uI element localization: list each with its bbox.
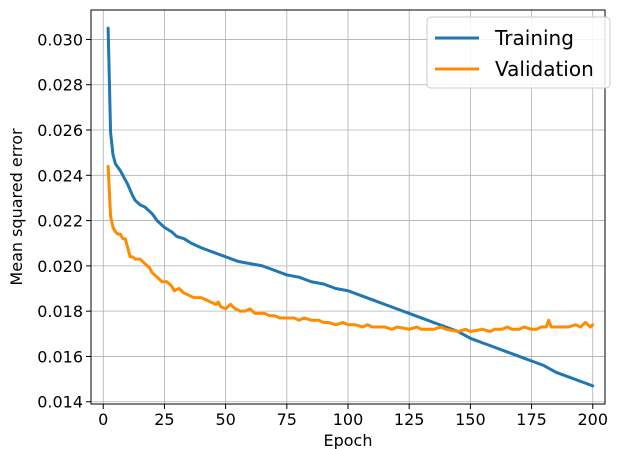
series-group xyxy=(106,26,595,388)
x-tick-label: 25 xyxy=(154,410,174,429)
series-line-validation xyxy=(106,164,595,334)
y-tick-label: 0.014 xyxy=(37,393,83,412)
grid xyxy=(91,10,605,404)
x-tick-label: 100 xyxy=(333,410,364,429)
y-tick-label: 0.020 xyxy=(37,257,83,276)
series-line-training xyxy=(106,26,595,388)
y-tick-label: 0.028 xyxy=(37,76,83,95)
x-axis-title: Epoch xyxy=(324,431,373,449)
y-tick-label: 0.030 xyxy=(37,30,83,49)
y-tick-label: 0.022 xyxy=(37,212,83,231)
x-tick-label: 150 xyxy=(455,410,486,429)
x-tick-label: 0 xyxy=(98,410,108,429)
legend: Training Validation xyxy=(426,16,611,89)
legend-label-validation: Validation xyxy=(495,57,594,81)
y-axis-title: Mean squared error xyxy=(7,128,26,286)
y-tick-label: 0.018 xyxy=(37,302,83,321)
legend-label-training: Training xyxy=(494,26,574,50)
y-tick-label: 0.026 xyxy=(37,121,83,140)
x-tick-label: 125 xyxy=(394,410,425,429)
y-tick-label: 0.024 xyxy=(37,166,83,185)
x-tick-label: 175 xyxy=(516,410,547,429)
y-axis: 0.014 0.016 0.018 0.020 0.022 0.024 0.026 0.028… xyxy=(37,30,91,412)
y-tick-label: 0.016 xyxy=(37,347,83,366)
x-tick-label: 75 xyxy=(277,410,297,429)
x-tick-label: 50 xyxy=(215,410,235,429)
x-axis: 0 25 50 75 100 125 150 175 200 xyxy=(98,404,608,429)
x-tick-label: 200 xyxy=(577,410,608,429)
